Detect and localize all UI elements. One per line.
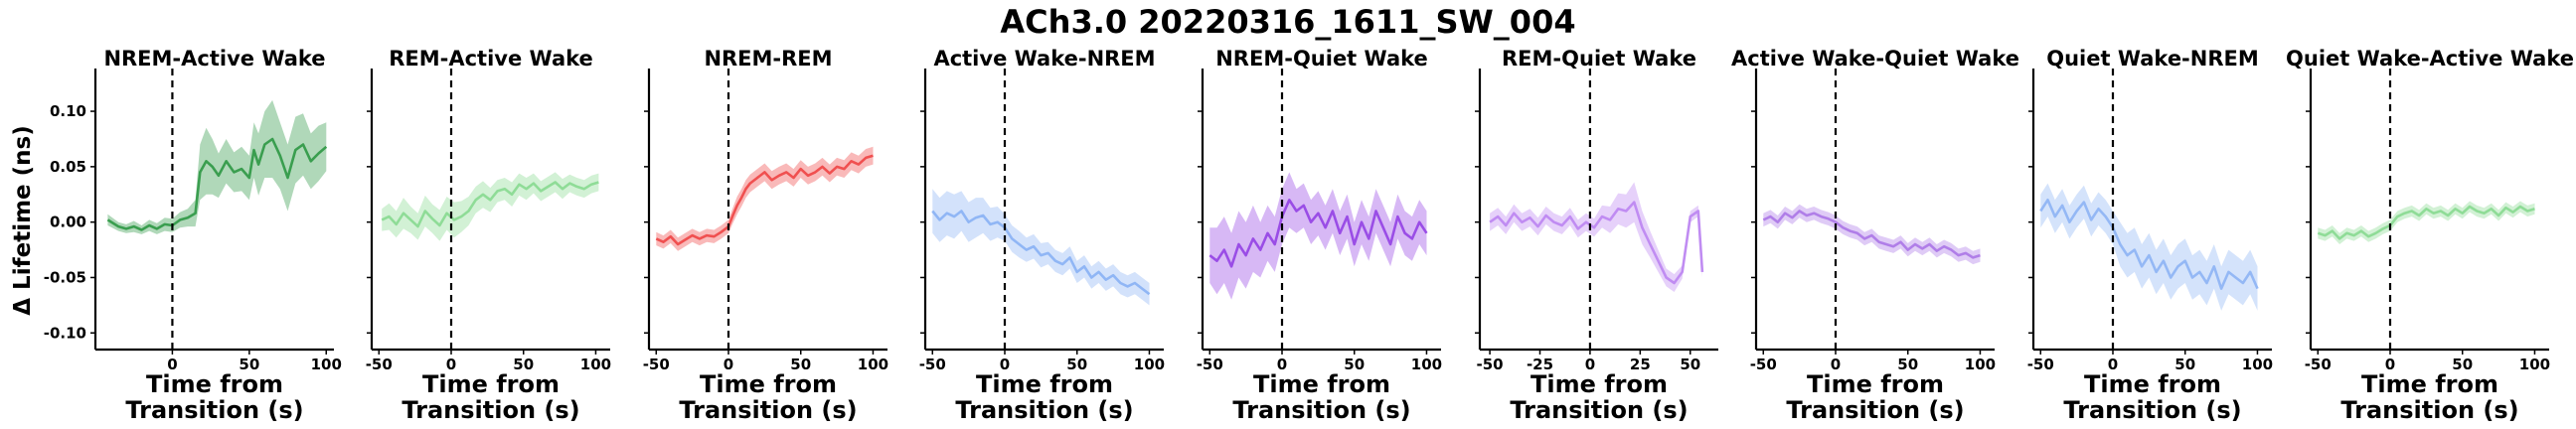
x-tick-label: 0 — [724, 356, 733, 373]
x-tick-label: 100 — [858, 356, 888, 373]
mean-line — [381, 181, 599, 228]
x-tick-label: 50 — [790, 356, 811, 373]
x-tick-label: 0 — [1585, 356, 1595, 373]
error-band — [2040, 183, 2258, 311]
x-tick-label: -50 — [1197, 356, 1223, 373]
subplot-title: NREM-Active Wake — [103, 47, 325, 71]
mean-line — [2317, 205, 2535, 240]
x-axis-label-line1: Time from — [700, 370, 837, 398]
x-tick-label: 100 — [2519, 356, 2550, 373]
x-axis-label-line1: Time from — [2361, 370, 2498, 398]
x-axis-label-line2: Transition (s) — [1510, 396, 1688, 424]
x-tick-label: 0 — [1831, 356, 1841, 373]
mean-line — [1489, 201, 1704, 285]
x-axis-label-line1: Time from — [1530, 370, 1668, 398]
x-axis-label-line1: Time from — [1253, 370, 1390, 398]
error-band — [932, 189, 1150, 306]
x-tick-label: -50 — [1750, 356, 1777, 373]
panels-group: NREM-Active Wake 0 50 100 0.10 0.05 0.00 -0.05 -… — [44, 47, 2574, 424]
error-band — [107, 99, 327, 234]
subplot-5: NREM-Quiet Wake -50 0 50 100 Time fromTransit… — [1197, 47, 1442, 424]
x-tick-label: 100 — [1965, 356, 1996, 373]
x-tick-label: -50 — [643, 356, 670, 373]
x-axis-label-line2: Transition (s) — [2063, 396, 2241, 424]
subplot-title: Quiet Wake-NREM — [2046, 47, 2259, 71]
x-axis-label-line2: Transition (s) — [402, 396, 579, 424]
subplot-title: Active Wake-Quiet Wake — [1731, 47, 2019, 71]
x-tick-label: 50 — [239, 356, 259, 373]
x-axis-label-line2: Transition (s) — [1786, 396, 1964, 424]
y-tick-label: -0.10 — [44, 324, 86, 342]
subplot-title: REM-Active Wake — [389, 47, 593, 71]
y-axis-label: Δ Lifetime (ns) — [10, 125, 36, 316]
x-tick-label: 0 — [1277, 356, 1287, 373]
mean-line — [931, 210, 1151, 296]
x-axis-label-line2: Transition (s) — [955, 396, 1133, 424]
x-tick-label: 50 — [2174, 356, 2195, 373]
y-tick-label: 0.05 — [50, 158, 86, 176]
x-axis-label-line1: Time from — [422, 370, 560, 398]
mean-line — [655, 154, 874, 246]
subplot-title: REM-Quiet Wake — [1502, 47, 1696, 71]
x-tick-label: 100 — [2242, 356, 2273, 373]
x-axis-label-line1: Time from — [146, 370, 283, 398]
y-tick-label: 0.10 — [50, 102, 86, 120]
x-axis-label-line2: Transition (s) — [125, 396, 303, 424]
subplot-4: Active Wake-NREM -50 0 50 100 Time fromTransi… — [919, 47, 1165, 424]
x-axis-label-line1: Time from — [1807, 370, 1944, 398]
mean-line — [106, 137, 328, 231]
x-axis-label-line2: Transition (s) — [679, 396, 857, 424]
subplot-title: Quiet Wake-Active Wake — [2286, 47, 2574, 71]
x-tick-label: -50 — [2305, 356, 2332, 373]
x-tick-label: 100 — [580, 356, 611, 373]
subplot-2: REM-Active Wake -50 0 50 100 Time fromTransit… — [366, 47, 611, 424]
subplot-title: NREM-Quiet Wake — [1215, 47, 1428, 71]
figure-suptitle: ACh3.0 20220316_1611_SW_004 — [1000, 3, 1575, 41]
x-tick-label: 25 — [1630, 356, 1651, 373]
subplot-7: Active Wake-Quiet Wake -50 0 50 100 Time from… — [1731, 47, 2019, 424]
error-band — [1209, 172, 1427, 300]
error-band — [1490, 182, 1702, 292]
x-tick-label: 50 — [513, 356, 534, 373]
mean-line — [2039, 199, 2259, 290]
x-tick-label: 50 — [2452, 356, 2473, 373]
subplot-title: Active Wake-NREM — [933, 47, 1155, 71]
mean-line — [1208, 199, 1428, 268]
y-tick-label: -0.05 — [44, 268, 86, 286]
x-axis-label-line1: Time from — [2084, 370, 2221, 398]
x-tick-label: 0 — [167, 356, 177, 373]
x-tick-label: -50 — [919, 356, 946, 373]
x-tick-label: 0 — [2108, 356, 2118, 373]
x-tick-label: 100 — [311, 356, 342, 373]
x-tick-label: 0 — [1000, 356, 1010, 373]
x-tick-label: -50 — [2027, 356, 2054, 373]
subplot-1: NREM-Active Wake 0 50 100 0.10 0.05 0.00 -0.05 -… — [44, 47, 342, 424]
x-axis-label-line1: Time from — [976, 370, 1113, 398]
x-tick-label: -25 — [1527, 356, 1553, 373]
x-axis-label-line2: Transition (s) — [1232, 396, 1410, 424]
x-tick-label: 50 — [1897, 356, 1918, 373]
y-tick-label: 0.00 — [50, 214, 86, 231]
x-tick-label: 100 — [1411, 356, 1442, 373]
x-tick-label: 50 — [1680, 356, 1700, 373]
subplot-8: Quiet Wake-NREM -50 0 50 100 Time fromTransit… — [2027, 47, 2273, 424]
x-tick-label: 50 — [1066, 356, 1087, 373]
x-tick-label: -50 — [1477, 356, 1504, 373]
subplot-9: Quiet Wake-Active Wake -50 0 50 100 Time from… — [2286, 47, 2574, 424]
subplot-6: REM-Quiet Wake -50 -25 0 25 50 Time fromTransi… — [1475, 47, 1718, 424]
subplot-title: NREM-REM — [704, 47, 832, 71]
error-band — [656, 146, 874, 251]
x-tick-label: 0 — [2385, 356, 2395, 373]
x-axis-label-line2: Transition (s) — [2340, 396, 2518, 424]
x-tick-label: -50 — [366, 356, 393, 373]
mean-line — [1762, 210, 1981, 259]
error-band — [382, 172, 599, 241]
x-tick-label: 50 — [1344, 356, 1365, 373]
x-tick-label: 0 — [446, 356, 456, 373]
x-tick-label: 100 — [1134, 356, 1165, 373]
